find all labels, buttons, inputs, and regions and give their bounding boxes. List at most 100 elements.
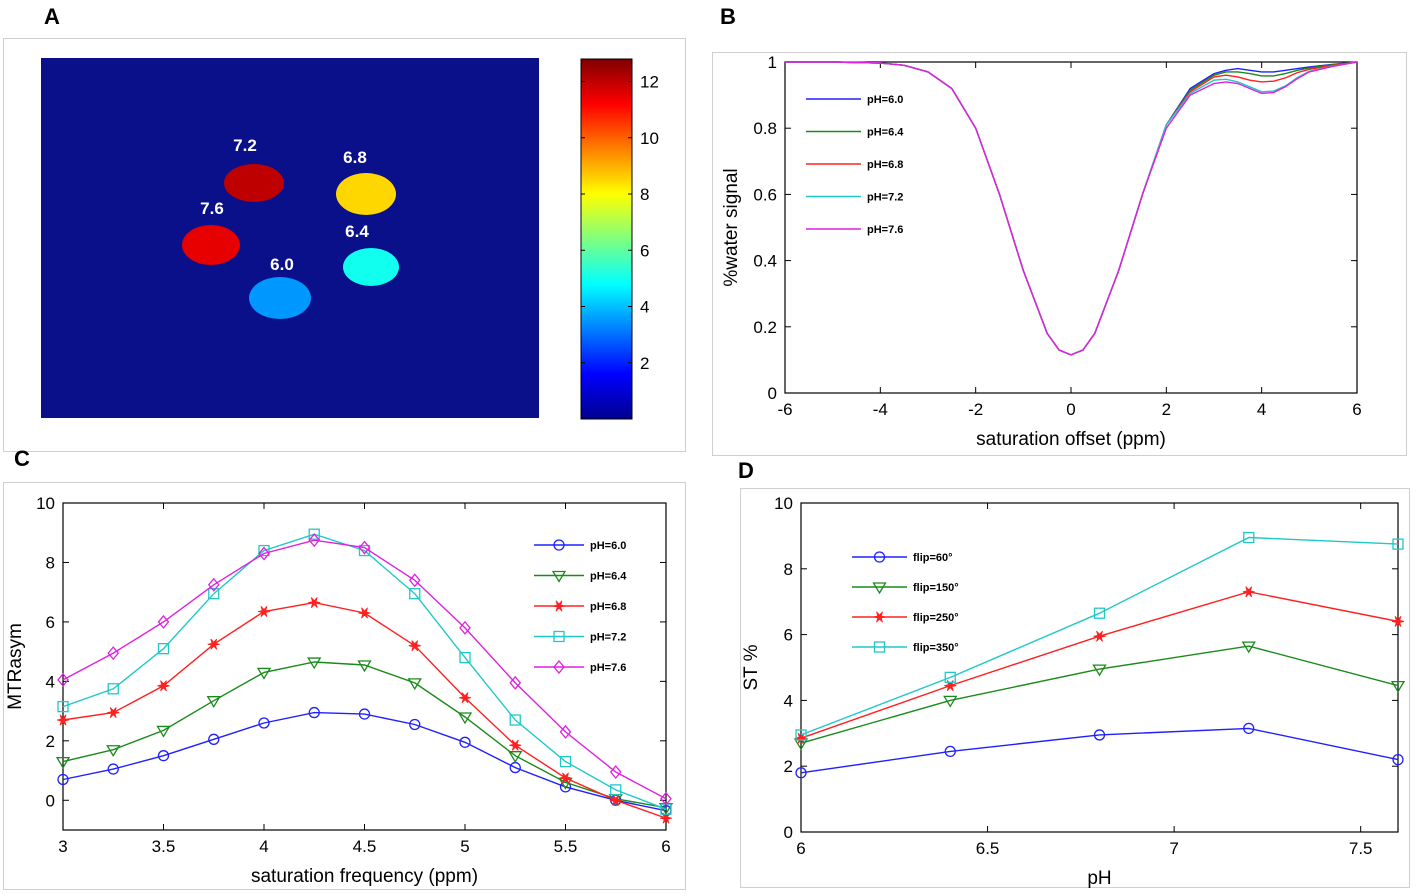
data-point-triangle	[551, 570, 567, 583]
data-point-square	[944, 671, 956, 684]
legend-label: pH=6.4	[867, 127, 904, 139]
data-point-triangle	[508, 751, 523, 763]
data-point-square	[873, 641, 886, 653]
data-point-triangle	[1092, 664, 1107, 677]
data-point-square	[795, 729, 807, 741]
x-tick-label: -4	[873, 400, 888, 419]
data-point-star	[659, 812, 673, 824]
x-axis-label: saturation frequency (ppm)	[251, 866, 478, 887]
y-tick-label: 0	[768, 384, 777, 403]
y-tick-label: 0.8	[753, 119, 777, 138]
data-point-square	[1243, 531, 1255, 544]
data-point-circle	[358, 708, 371, 720]
y-tick-label: 10	[36, 494, 55, 513]
x-tick-label: 4	[259, 837, 268, 856]
data-point-star	[509, 739, 522, 751]
data-point-star	[56, 714, 70, 726]
phantom-ph-label: 7.6	[200, 199, 224, 218]
data-point-star	[1093, 630, 1106, 642]
data-point-square	[459, 651, 471, 664]
panel-label-d: D	[738, 458, 754, 483]
series-line	[800, 645, 1399, 744]
data-point-circle	[409, 718, 421, 731]
data-point-diamond	[207, 577, 220, 592]
x-tick-label: -2	[968, 400, 983, 419]
series-line	[62, 661, 667, 809]
legend-label: pH=6.4	[590, 571, 627, 583]
data-point-diamond	[509, 675, 522, 690]
panel-label-a: A	[44, 4, 60, 29]
panel-d: 6 6.5 7 7.5 0 2 4 6 8 10 pH ST % flip=60° flip=150° fl…	[741, 494, 1406, 889]
data-point-triangle	[943, 695, 958, 708]
data-point-circle	[553, 539, 565, 551]
colorbar-tick-label: 8	[640, 185, 649, 204]
phantom-disk	[182, 225, 240, 265]
y-tick-label: 1	[768, 53, 777, 72]
data-point-square	[208, 588, 220, 600]
data-point-diamond	[258, 546, 270, 561]
data-point-circle	[1392, 753, 1404, 766]
data-point-star	[458, 692, 472, 704]
data-point-square	[258, 544, 270, 557]
data-point-square	[1392, 538, 1404, 550]
colorbar-tick-label: 10	[640, 129, 659, 148]
data-point-star	[358, 607, 371, 619]
y-tick-label: 0.6	[753, 185, 777, 204]
legend-label: flip=350°	[913, 642, 959, 654]
data-point-diamond	[559, 724, 572, 739]
data-point-diamond	[553, 659, 565, 675]
y-axis-label: MTRasym	[5, 623, 26, 710]
data-point-circle	[57, 773, 69, 786]
plot-area	[800, 502, 1399, 833]
data-point-diamond	[358, 540, 371, 555]
data-point-star	[308, 597, 321, 609]
legend-label: flip=150°	[913, 582, 959, 594]
data-point-triangle	[106, 745, 121, 757]
y-tick-label: 2	[784, 757, 793, 776]
y-tick-label: 6	[46, 613, 55, 632]
data-point-circle	[1093, 729, 1106, 741]
legend-label: pH=7.6	[590, 662, 626, 674]
data-point-triangle	[1390, 680, 1406, 693]
data-point-triangle	[307, 657, 322, 670]
y-tick-label: 4	[46, 672, 55, 691]
x-tick-label: 5	[460, 837, 469, 856]
data-point-star	[107, 707, 120, 719]
data-point-square	[1093, 607, 1106, 619]
y-tick-label: 0	[784, 823, 793, 842]
x-tick-label: 6	[796, 839, 805, 858]
phantom-ph-label: 7.2	[233, 136, 257, 155]
data-point-square	[308, 528, 320, 540]
data-point-circle	[308, 706, 320, 719]
y-tick-label: 6	[784, 626, 793, 645]
data-point-triangle	[156, 725, 171, 738]
x-tick-label: 5.5	[554, 837, 578, 856]
phantom-disk	[343, 248, 399, 286]
phantom-disk	[249, 277, 311, 319]
data-point-circle	[157, 750, 170, 762]
data-point-circle	[258, 717, 270, 729]
data-point-circle	[107, 763, 119, 775]
x-tick-label: 6	[1352, 400, 1361, 419]
x-tick-label: 3.5	[152, 837, 176, 856]
data-point-triangle	[357, 660, 372, 673]
data-point-diamond	[660, 791, 672, 806]
data-point-triangle	[1241, 641, 1256, 654]
legend-label: pH=6.0	[867, 94, 903, 106]
data-point-triangle	[457, 712, 473, 725]
y-tick-label: 0	[46, 791, 55, 810]
y-tick-label: 0.4	[753, 252, 777, 271]
data-point-star	[1242, 586, 1255, 598]
data-point-circle	[795, 767, 807, 779]
y-tick-label: 0.2	[753, 318, 777, 337]
x-tick-label: 3	[58, 837, 67, 856]
data-point-diamond	[408, 573, 421, 588]
data-point-diamond	[57, 672, 69, 687]
data-point-diamond	[107, 646, 120, 661]
x-axis-label: saturation offset (ppm)	[976, 429, 1166, 450]
data-point-star	[408, 640, 421, 652]
data-point-triangle	[872, 582, 887, 595]
y-tick-label: 2	[46, 732, 55, 751]
legend-label: pH=7.6	[867, 224, 903, 236]
